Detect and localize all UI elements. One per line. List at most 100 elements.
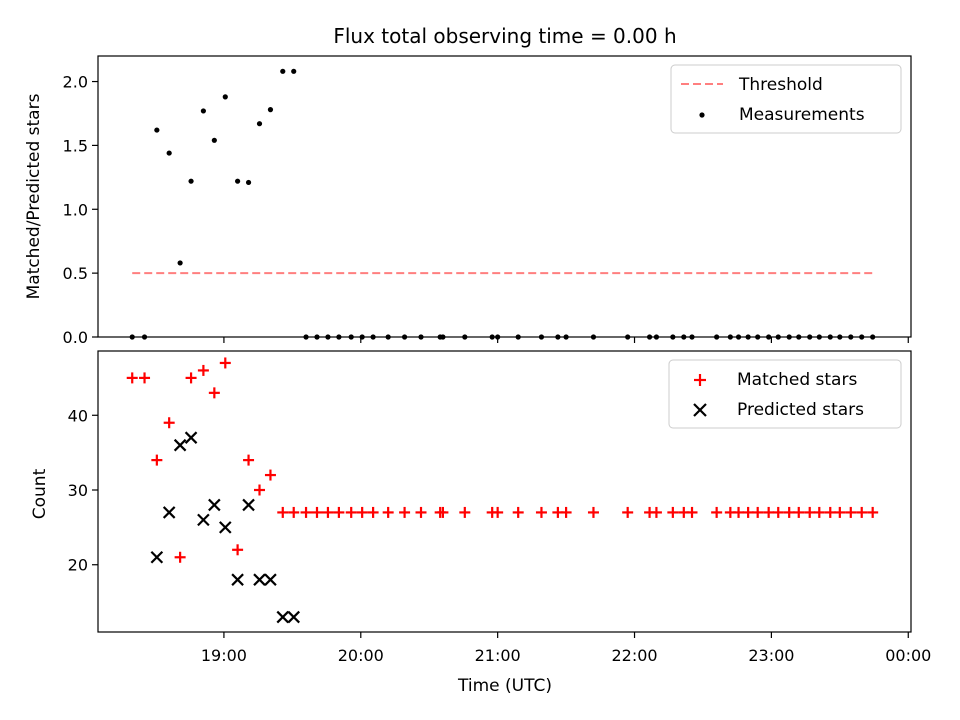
matched-stars-point <box>174 551 186 563</box>
bottom-data-marks <box>126 357 879 624</box>
figure-title: Flux total observing time = 0.00 h <box>333 24 676 48</box>
measurements-point <box>154 127 160 133</box>
predicted-stars-point <box>242 498 255 512</box>
matched-stars-point <box>742 506 754 518</box>
x-axis-label: Time (UTC) <box>457 676 552 696</box>
matched-stars-point <box>793 506 805 518</box>
measurements-point <box>177 260 183 266</box>
matched-stars-point <box>197 364 209 376</box>
top-legend: Threshold Measurements <box>670 64 902 134</box>
matched-stars-point <box>356 506 368 518</box>
measurements-point <box>267 107 274 113</box>
matched-stars-point <box>399 506 411 518</box>
matched-stars-point <box>650 506 662 518</box>
predicted-stars-legend-label: Predicted stars <box>737 400 864 420</box>
matched-stars-point <box>783 506 795 518</box>
matched-stars-point <box>367 506 379 518</box>
measurements-point <box>256 121 263 127</box>
measurements-point <box>291 68 297 74</box>
matched-stars-point <box>560 506 572 518</box>
matched-stars-point <box>185 372 197 384</box>
measurements-point <box>211 137 217 143</box>
predicted-stars-point <box>287 610 301 624</box>
matched-stars-point <box>733 506 745 518</box>
measurements-point <box>166 150 172 156</box>
matched-stars-point <box>535 506 547 518</box>
matched-stars-point <box>254 484 266 496</box>
bottom-y-tick-label: 20 <box>68 556 88 575</box>
top-y-tick-label: 0.5 <box>63 264 88 283</box>
matched-stars-point <box>752 506 764 518</box>
matched-stars-point <box>763 506 775 518</box>
measurements-legend-label: Measurements <box>739 105 865 125</box>
bottom-y-axis-label: Count <box>30 468 50 519</box>
measurements-point <box>245 179 252 186</box>
matched-stars-point <box>834 506 846 518</box>
matched-stars-point <box>587 506 599 518</box>
matched-stars-point <box>219 357 231 369</box>
matched-stars-point <box>232 544 244 556</box>
matched-stars-point <box>311 506 323 518</box>
predicted-stars-legend-swatch <box>693 403 707 417</box>
predicted-stars-point <box>150 550 164 564</box>
predicted-stars-point <box>231 573 244 586</box>
x-tick-label: 00:00 <box>885 646 931 665</box>
bottom-legend: Matched stars Predicted stars <box>668 359 902 429</box>
measurements-point <box>188 178 194 184</box>
matched-stars-point <box>208 387 220 399</box>
matched-stars-point <box>686 506 698 518</box>
matched-stars-point <box>804 506 816 518</box>
x-tick-label: 23:00 <box>748 646 794 665</box>
measurements-point <box>200 108 206 114</box>
predicted-stars-point <box>162 506 176 519</box>
predicted-stars-point <box>208 498 221 512</box>
top-y-tick-label: 1.5 <box>63 136 88 155</box>
matched-stars-point <box>139 372 151 384</box>
predicted-stars-point <box>197 513 210 527</box>
matched-stars-point <box>772 506 784 518</box>
measurements-legend-swatch <box>699 112 705 118</box>
x-tick-label: 21:00 <box>475 646 521 665</box>
predicted-stars-point <box>219 521 232 534</box>
bottom-panel: 20 30 40 19:00 20:00 21:00 22:00 23:00 00:00 Cou… <box>30 350 932 696</box>
matched-stars-point <box>322 506 334 518</box>
bottom-legend-box <box>668 359 902 429</box>
threshold-legend-label: Threshold <box>738 75 823 95</box>
matched-stars-point <box>667 506 679 518</box>
matched-stars-point <box>333 506 345 518</box>
matched-stars-legend-label: Matched stars <box>737 370 857 390</box>
top-legend-box <box>670 64 902 134</box>
top-axes-frame <box>97 55 912 338</box>
predicted-stars-point <box>253 573 266 586</box>
matched-stars-point <box>437 506 449 518</box>
matched-stars-point <box>126 372 138 384</box>
matched-stars-point <box>512 506 524 518</box>
top-y-axis-label: Matched/Predicted stars <box>24 93 44 299</box>
matched-stars-point <box>300 506 312 518</box>
x-tick-label: 19:00 <box>201 646 247 665</box>
matched-stars-point <box>288 506 300 518</box>
predicted-stars-point <box>184 431 198 444</box>
top-y-tick-label: 0.0 <box>63 328 88 347</box>
matched-stars-point <box>277 506 289 518</box>
measurements-point <box>235 178 241 184</box>
matched-stars-point <box>243 454 255 466</box>
matched-stars-point <box>711 506 723 518</box>
bottom-axes: 20 30 40 19:00 20:00 21:00 22:00 23:00 00:00 <box>68 406 932 665</box>
x-tick-label: 20:00 <box>338 646 384 665</box>
measurements-point <box>222 94 228 100</box>
matched-stars-point <box>151 454 163 466</box>
bottom-y-tick-label: 40 <box>68 406 88 425</box>
matched-stars-point <box>622 506 634 518</box>
matched-stars-point <box>845 506 857 518</box>
bottom-axes-frame <box>97 350 912 633</box>
top-y-tick-label: 1.0 <box>63 200 88 219</box>
x-tick-label: 22:00 <box>611 646 657 665</box>
matched-stars-point <box>492 506 504 518</box>
top-axes: 0.0 0.5 1.0 1.5 2.0 <box>63 73 909 347</box>
matched-stars-point <box>856 506 868 518</box>
matched-stars-legend-swatch <box>694 374 706 386</box>
predicted-stars-point <box>264 573 277 586</box>
predicted-stars-point <box>173 438 187 452</box>
